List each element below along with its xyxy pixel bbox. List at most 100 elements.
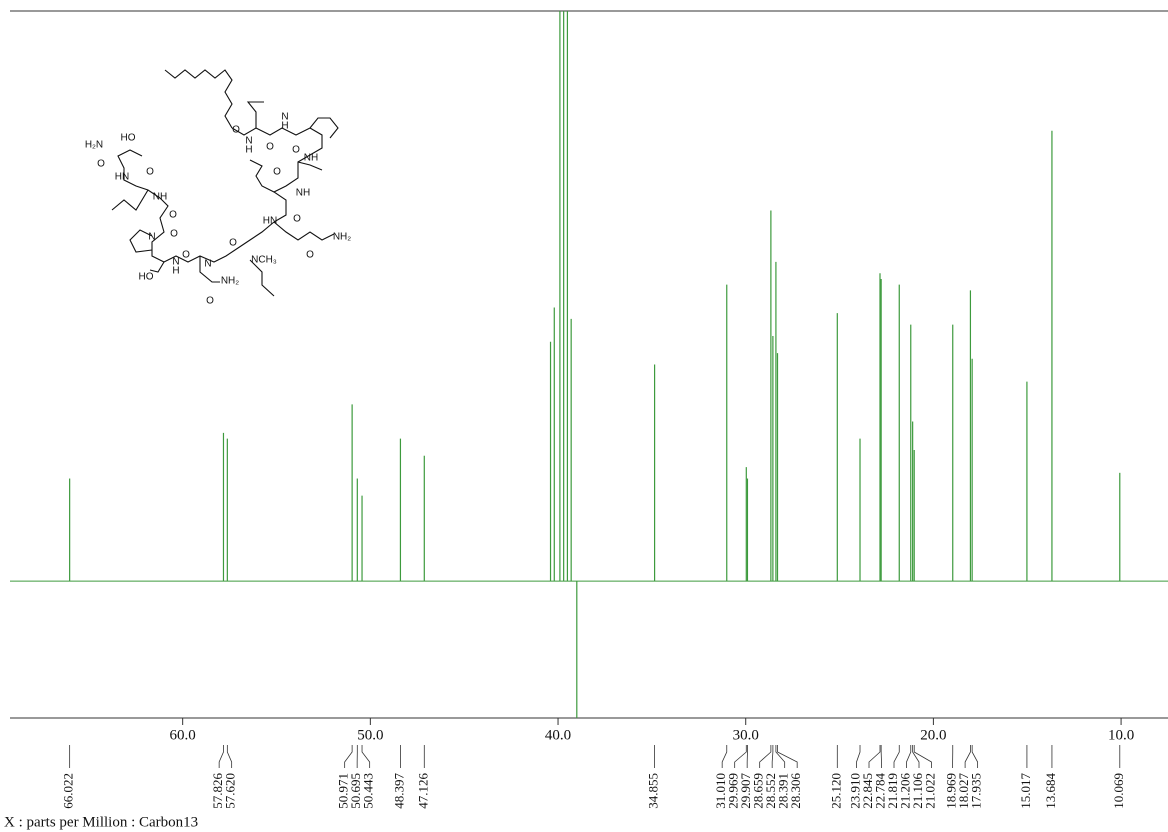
peak-label: 57.826	[210, 773, 225, 809]
label-leader	[344, 745, 353, 768]
structure: H₂N HO O HN O NH O N O HO N H O N O NH₂ …	[85, 69, 351, 307]
label-leader	[906, 745, 912, 768]
x-tick-label: 40.0	[545, 727, 571, 743]
label-leader	[721, 745, 728, 768]
atom-label: NCH₃	[251, 255, 277, 266]
atom-label: NH₂	[333, 232, 351, 243]
bond	[297, 161, 323, 171]
atom-label: O	[97, 159, 105, 170]
bond	[273, 221, 335, 241]
atom-label: HO	[121, 133, 136, 144]
atom-label: H₂N	[85, 140, 103, 151]
bond	[199, 256, 220, 283]
peak-label: 22.845	[860, 773, 875, 809]
atom-label: N	[172, 257, 179, 268]
bond	[309, 117, 339, 139]
label-leader	[856, 745, 861, 768]
peak-label: 50.443	[361, 773, 376, 809]
atom-label: O	[146, 167, 154, 178]
peak-label: 48.397	[391, 773, 406, 809]
x-tick-label: 50.0	[357, 727, 383, 743]
peak-label: 18.969	[944, 773, 959, 809]
peak-label: 21.206	[897, 773, 912, 809]
bond	[164, 69, 233, 129]
x-tick-label: 20.0	[920, 727, 946, 743]
peak-label: 21.022	[922, 773, 937, 809]
x-tick-label: 10.0	[1108, 727, 1134, 743]
label-leader	[361, 745, 371, 768]
peak-label: 47.126	[415, 773, 430, 809]
peak-label: 31.010	[713, 773, 728, 809]
atom-label: HN	[263, 216, 277, 227]
atom-label: O	[306, 250, 314, 261]
atom-label: NH	[153, 192, 167, 203]
peak-label: 25.120	[828, 773, 843, 809]
label-leader	[912, 745, 920, 768]
label-leader	[964, 745, 971, 768]
atom-label: N	[148, 232, 155, 243]
atom-label: N	[281, 112, 288, 123]
peak-label: 18.027	[956, 773, 971, 809]
peak-label: 50.695	[348, 773, 363, 809]
bond	[231, 127, 311, 136]
bond	[151, 197, 275, 263]
peak-label: 28.306	[788, 773, 803, 809]
atom-label: O	[273, 167, 281, 178]
x-axis-label: X : parts per Million : Carbon13	[4, 814, 198, 830]
atom-label: O	[292, 145, 300, 156]
atom-label: NH	[304, 153, 318, 164]
atom-label: O	[182, 250, 190, 261]
x-tick-label: 60.0	[170, 727, 196, 743]
peak-label: 28.659	[751, 773, 766, 809]
peak-label: 21.106	[910, 773, 925, 809]
label-leader	[777, 745, 798, 768]
atom-label: H	[172, 266, 179, 277]
atom-label: O	[293, 214, 301, 225]
bond	[129, 229, 153, 253]
atom-label: N	[245, 136, 252, 147]
label-leader	[971, 745, 979, 768]
bond	[272, 127, 323, 223]
peak-label: 10.069	[1111, 773, 1126, 809]
bond	[149, 261, 165, 273]
bond	[249, 159, 275, 193]
label-leader	[734, 745, 747, 768]
atom-label: N	[204, 259, 211, 270]
peak-label: 13.684	[1043, 773, 1058, 809]
x-tick-label: 30.0	[733, 727, 759, 743]
atom-label: O	[169, 210, 177, 221]
label-leader	[893, 745, 900, 768]
atom-label: O	[229, 238, 237, 249]
atom-label: NH	[296, 188, 310, 199]
peak-label: 57.620	[223, 773, 238, 809]
plot-area	[10, 11, 1168, 718]
label-leader	[759, 745, 772, 768]
peak-label: 29.969	[726, 773, 741, 809]
atom-label: O	[266, 142, 274, 153]
peak-label: 21.819	[885, 773, 900, 809]
bond	[111, 189, 149, 211]
peak-label: 50.971	[336, 773, 351, 809]
atom-label: NH₂	[221, 276, 239, 287]
label-leader	[868, 745, 881, 768]
atom-label: O	[206, 296, 214, 307]
peak-label: 29.907	[738, 773, 753, 809]
label-leader	[771, 745, 774, 768]
atom-label: O	[170, 229, 178, 240]
atom-label: H	[245, 145, 252, 156]
peak-label: 28.552	[763, 773, 778, 809]
peak-label: 34.855	[646, 773, 661, 809]
peak-label: 22.784	[872, 773, 887, 809]
peak-label: 28.391	[776, 773, 791, 809]
atom-label: H	[281, 121, 288, 132]
bond	[246, 101, 264, 128]
bond	[249, 259, 275, 297]
label-leader	[226, 745, 233, 768]
peak-label: 17.935	[969, 773, 984, 809]
label-leader	[775, 745, 786, 768]
peak-label: 23.910	[847, 773, 862, 809]
peak-label: 66.022	[61, 773, 76, 809]
peak-label: 15.017	[1018, 773, 1033, 809]
atom-label: HN	[115, 172, 129, 183]
